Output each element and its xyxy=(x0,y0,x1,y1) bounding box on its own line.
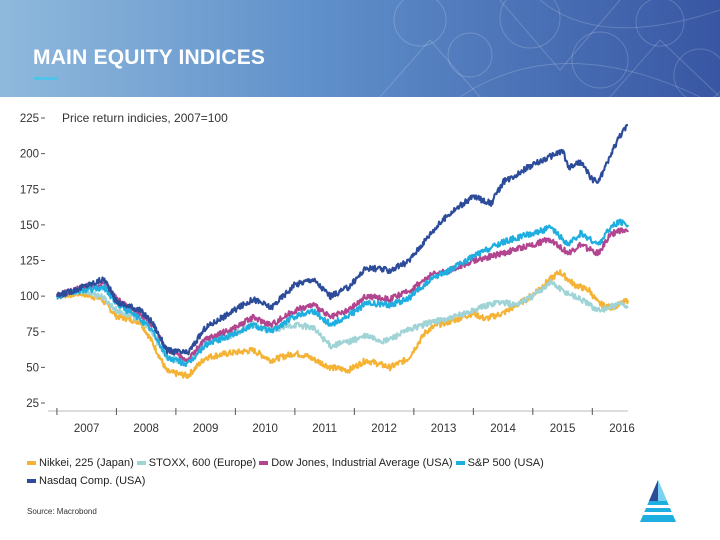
series-line-4 xyxy=(56,218,629,368)
x-tick-label: 2014 xyxy=(490,423,516,435)
legend-swatch xyxy=(27,479,36,483)
legend-label: STOXX, 600 (Europe) xyxy=(148,457,257,469)
header-pattern xyxy=(379,0,720,97)
chart-subtitle: Price return indicies, 2007=100 xyxy=(62,111,228,125)
page-title: MAIN EQUITY INDICES xyxy=(33,46,266,69)
legend-label: Nasdaq Comp. (USA) xyxy=(39,475,146,487)
stylized-triangle-logo-icon xyxy=(640,480,676,522)
legend-swatch xyxy=(259,461,269,465)
chart-axes: 25 50 75 100 125 150 175 200 225 2007 2008 2009 2010… xyxy=(20,113,635,435)
chart-series xyxy=(55,123,630,379)
series-line-2 xyxy=(55,278,629,365)
series-line-5 xyxy=(55,123,629,356)
title-accent-rule xyxy=(34,77,58,80)
slide-header: MAIN EQUITY INDICES xyxy=(0,0,720,97)
x-tick-label: 2013 xyxy=(431,423,457,435)
legend-item: Nikkei, 225 (Japan) xyxy=(27,457,134,469)
legend-swatch xyxy=(136,461,146,465)
legend-row: Nikkei, 225 (Japan) STOXX, 600 (Europe) Do… xyxy=(27,454,667,472)
y-tick-label: 200 xyxy=(20,149,39,161)
legend-label: Nikkei, 225 (Japan) xyxy=(39,457,134,469)
y-tick-label: 125 xyxy=(20,256,39,268)
legend-swatch xyxy=(27,461,36,465)
x-tick-label: 2016 xyxy=(609,423,635,435)
y-tick-label: 225 xyxy=(20,113,39,125)
y-tick-label: 75 xyxy=(26,327,39,339)
x-tick-label: 2007 xyxy=(74,423,100,435)
legend-item: S&P 500 (USA) xyxy=(455,457,544,469)
chart-legend: Nikkei, 225 (Japan) STOXX, 600 (Europe) Do… xyxy=(27,454,667,490)
legend-item: STOXX, 600 (Europe) xyxy=(136,457,257,469)
x-tick-label: 2008 xyxy=(133,423,159,435)
source-note: Source: Macrobond xyxy=(27,507,97,516)
x-tick-label: 2009 xyxy=(193,423,219,435)
line-chart: 25 50 75 100 125 150 175 200 225 2007 2008 2009 2010… xyxy=(20,111,635,435)
legend-label: S&P 500 (USA) xyxy=(467,457,544,469)
y-tick-label: 25 xyxy=(26,398,39,410)
x-tick-label: 2010 xyxy=(252,423,278,435)
x-tick-label: 2012 xyxy=(371,423,397,435)
legend-item: Dow Jones, Industrial Average (USA) xyxy=(259,457,453,469)
legend-swatch xyxy=(455,461,465,465)
y-tick-label: 100 xyxy=(20,291,39,303)
y-tick-label: 175 xyxy=(20,184,39,196)
x-tick-label: 2015 xyxy=(550,423,576,435)
legend-item: Nasdaq Comp. (USA) xyxy=(27,475,145,487)
y-tick-label: 50 xyxy=(26,362,39,374)
legend-label: Dow Jones, Industrial Average (USA) xyxy=(271,457,453,469)
x-tick-label: 2011 xyxy=(312,423,337,435)
y-tick-label: 150 xyxy=(20,220,39,232)
legend-row: Nasdaq Comp. (USA) xyxy=(27,472,667,490)
